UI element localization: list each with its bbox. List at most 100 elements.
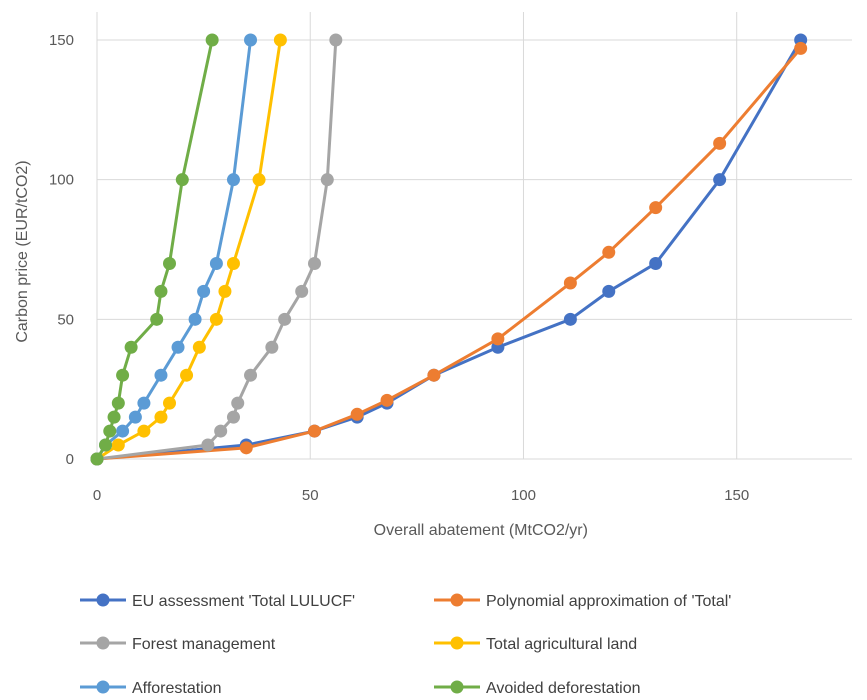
legend: EU assessment 'Total LULUCF' Polynomial a… (80, 593, 731, 697)
data-point-forest-management (329, 33, 343, 47)
data-point-forest-management (214, 424, 228, 438)
data-point-polynomial-approximation-of-total (713, 136, 727, 150)
data-point-avoided-deforestation (90, 452, 104, 466)
legend-item-afforestation: Afforestation (80, 680, 222, 697)
legend-item-avoided-deforestation: Avoided deforestation (434, 680, 640, 697)
data-point-polynomial-approximation-of-total (491, 332, 505, 346)
data-point-eu-assessment-total-lulucf (649, 256, 663, 270)
series-eu-assessment-total-lulucf (90, 33, 808, 466)
legend-marker (450, 680, 464, 694)
data-point-total-agricultural-land (226, 256, 240, 270)
data-point-eu-assessment-total-lulucf (602, 284, 616, 298)
data-point-eu-assessment-total-lulucf (563, 312, 577, 326)
data-point-avoided-deforestation (154, 284, 168, 298)
data-point-afforestation (209, 256, 223, 270)
legend-item-eu-assessment-total-lulucf: EU assessment 'Total LULUCF' (80, 593, 355, 610)
data-point-afforestation (128, 410, 142, 424)
legend-item-forest-management: Forest management (80, 636, 276, 653)
legend-label: Polynomial approximation of 'Total' (486, 593, 731, 610)
data-point-avoided-deforestation (175, 173, 189, 187)
data-point-polynomial-approximation-of-total (308, 424, 321, 438)
x-tick-label: 50 (302, 487, 319, 504)
data-point-afforestation (197, 284, 211, 298)
legend-marker (450, 636, 464, 650)
data-point-afforestation (226, 173, 240, 187)
data-point-afforestation (137, 396, 151, 410)
data-point-total-agricultural-land (273, 33, 287, 47)
data-point-afforestation (171, 340, 185, 354)
data-point-avoided-deforestation (111, 396, 125, 410)
series-forest-management (90, 33, 343, 466)
data-point-total-agricultural-land (192, 340, 206, 354)
legend-marker (96, 680, 110, 694)
data-point-polynomial-approximation-of-total (602, 245, 616, 259)
data-point-afforestation (116, 424, 130, 438)
y-axis-ticks: 0 50 100 150 (49, 32, 74, 468)
data-point-total-agricultural-land (180, 368, 194, 382)
data-point-total-agricultural-land (252, 173, 266, 187)
data-point-avoided-deforestation (103, 424, 117, 438)
legend-label: EU assessment 'Total LULUCF' (132, 593, 355, 610)
data-point-total-agricultural-land (111, 438, 125, 452)
data-point-afforestation (244, 33, 258, 47)
data-point-forest-management (295, 284, 309, 298)
y-axis-title: Carbon price (EUR/tCO2) (14, 160, 31, 342)
data-point-avoided-deforestation (163, 256, 176, 270)
data-point-forest-management (320, 173, 334, 187)
data-point-forest-management (265, 340, 279, 354)
x-tick-label: 150 (724, 487, 749, 504)
series-total-agricultural-land (90, 33, 287, 466)
data-point-total-agricultural-land (209, 312, 223, 326)
data-point-polynomial-approximation-of-total (649, 201, 663, 215)
legend-marker (96, 593, 110, 607)
x-axis-ticks: 0 50 100 150 (93, 487, 749, 504)
legend-item-polynomial-approximation-of-total: Polynomial approximation of 'Total' (434, 593, 731, 610)
data-point-avoided-deforestation (116, 368, 130, 382)
x-tick-label: 100 (511, 487, 536, 504)
data-point-forest-management (244, 368, 258, 382)
legend-item-total-agricultural-land: Total agricultural land (434, 636, 637, 653)
data-point-total-agricultural-land (137, 424, 151, 438)
data-point-avoided-deforestation (124, 340, 138, 354)
data-point-avoided-deforestation (205, 33, 219, 47)
series-line-total-agricultural-land (96, 39, 282, 461)
x-tick-label: 0 (93, 487, 101, 504)
data-point-total-agricultural-land (154, 410, 168, 424)
data-point-polynomial-approximation-of-total (794, 41, 808, 55)
data-point-afforestation (154, 368, 168, 382)
x-axis-title: Overall abatement (MtCO2/yr) (374, 522, 588, 539)
data-point-total-agricultural-land (163, 396, 176, 410)
legend-label: Avoided deforestation (486, 680, 640, 697)
data-point-total-agricultural-land (218, 284, 232, 298)
data-point-forest-management (278, 312, 292, 326)
series-avoided-deforestation (90, 33, 219, 466)
data-point-avoided-deforestation (150, 312, 164, 326)
data-point-polynomial-approximation-of-total (380, 393, 394, 407)
series-line-avoided-deforestation (95, 39, 214, 460)
y-tick-label: 50 (57, 311, 74, 328)
data-point-forest-management (308, 256, 321, 270)
series-line-forest-management (96, 39, 338, 461)
data-point-polynomial-approximation-of-total (350, 407, 364, 421)
data-point-polynomial-approximation-of-total (239, 441, 253, 455)
legend-label: Forest management (132, 636, 276, 653)
series-line-eu-assessment-total-lulucf (96, 39, 802, 461)
legend-label: Afforestation (132, 680, 222, 697)
data-point-avoided-deforestation (107, 410, 121, 424)
y-tick-label: 100 (49, 172, 74, 189)
series-layer (90, 33, 808, 466)
data-point-forest-management (226, 410, 240, 424)
y-tick-label: 0 (66, 451, 74, 468)
series-line-polynomial-approximation-of-total (96, 47, 802, 461)
data-point-afforestation (188, 312, 202, 326)
data-point-polynomial-approximation-of-total (563, 276, 577, 290)
data-point-polynomial-approximation-of-total (427, 368, 441, 382)
grid-lines (96, 12, 852, 460)
legend-marker (450, 593, 464, 607)
data-point-eu-assessment-total-lulucf (713, 173, 727, 187)
data-point-forest-management (201, 438, 215, 452)
data-point-forest-management (231, 396, 245, 410)
data-point-avoided-deforestation (99, 438, 113, 452)
legend-marker (96, 636, 110, 650)
